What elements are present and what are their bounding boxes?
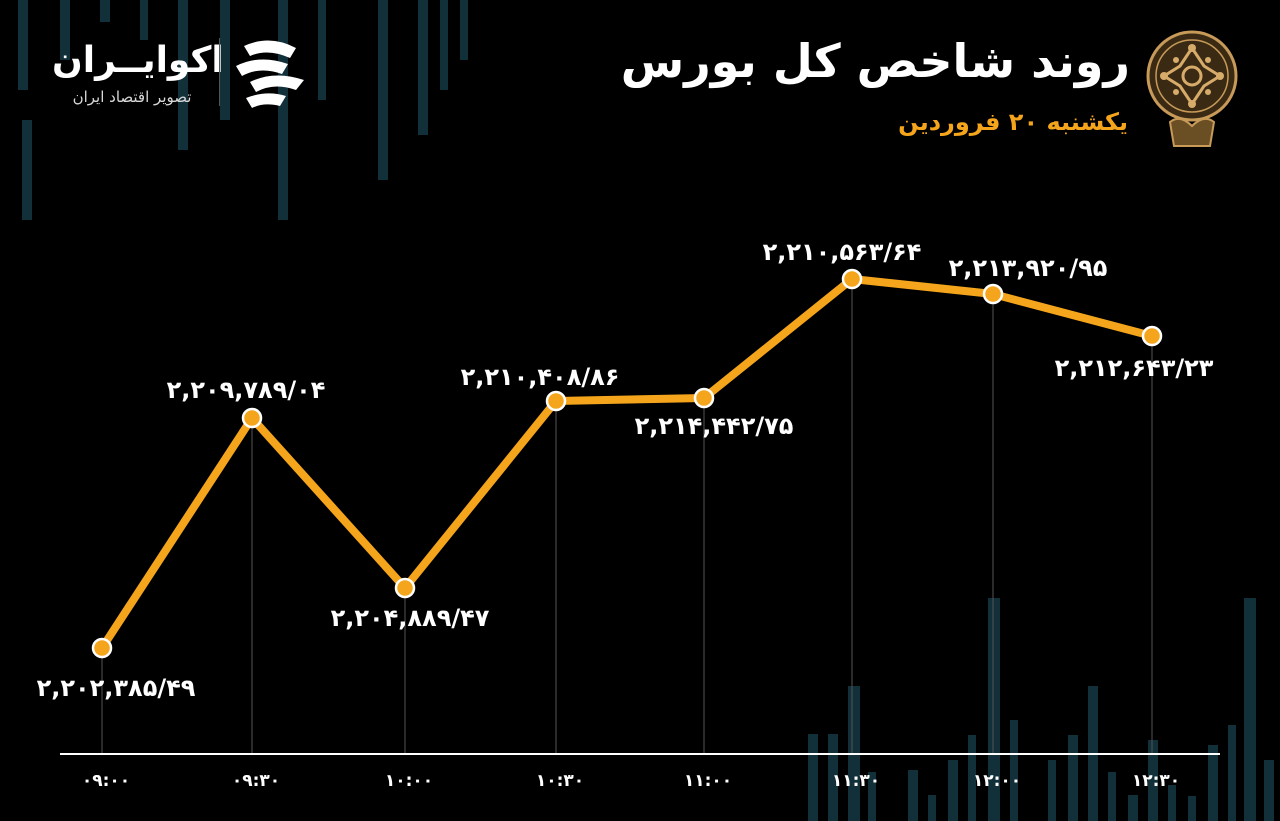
decor-bar bbox=[440, 0, 448, 90]
brand-tagline: تصویر اقتصاد ایران bbox=[72, 88, 192, 106]
data-label: ۲,۲۰۴,۸۸۹/۴۷ bbox=[331, 604, 490, 632]
x-tick-label: ۱۰:۰۰ bbox=[385, 771, 433, 791]
chart-subtitle: یکشنبه ۲۰ فروردین bbox=[898, 108, 1128, 136]
decor-bar bbox=[22, 120, 32, 220]
decor-bar bbox=[378, 0, 388, 180]
decor-bar bbox=[828, 734, 838, 821]
decor-bar bbox=[318, 0, 326, 100]
data-point bbox=[545, 390, 567, 412]
data-label: ۲,۲۰۹,۷۸۹/۰۴ bbox=[167, 376, 326, 404]
decor-bar bbox=[1244, 598, 1256, 821]
decor-bar bbox=[1264, 760, 1274, 821]
data-point bbox=[841, 268, 863, 290]
x-tick-label: ۱۱:۳۰ bbox=[832, 771, 880, 791]
decor-bar bbox=[968, 735, 976, 821]
decor-bar bbox=[18, 0, 28, 90]
data-points bbox=[91, 268, 1163, 659]
ekoiran-stripes-icon bbox=[236, 40, 304, 108]
decor-bar bbox=[988, 598, 1000, 821]
drop-lines bbox=[101, 279, 1153, 754]
decor-bar bbox=[908, 770, 918, 821]
x-tick-labels: ۰۹:۰۰ ۰۹:۳۰ ۱۰:۰۰ ۱۰:۳۰ ۱۱:۰۰ ۱۱:۳۰ ۱۲:۰۰ ۱۲:۳۰ bbox=[82, 771, 1180, 791]
decor-bar bbox=[1068, 735, 1078, 821]
decor-bar bbox=[280, 120, 288, 220]
chart-title: روند شاخص کل بورس bbox=[620, 34, 1130, 88]
series-line bbox=[98, 275, 1156, 652]
x-tick-label: ۱۱:۰۰ bbox=[684, 771, 732, 791]
data-point bbox=[91, 637, 113, 659]
decor-bar bbox=[1228, 725, 1236, 821]
data-label: ۲,۲۱۲,۶۴۳/۲۳ bbox=[1055, 354, 1214, 382]
data-label: ۲,۲۱۰,۴۰۸/۸۶ bbox=[461, 363, 620, 391]
decor-bar bbox=[948, 760, 958, 821]
decor-bar bbox=[220, 0, 230, 120]
decor-bar bbox=[140, 0, 148, 40]
tehran-stock-exchange-emblem-icon bbox=[1146, 30, 1238, 147]
x-tick-label: ۱۰:۳۰ bbox=[536, 771, 584, 791]
data-point bbox=[241, 407, 263, 429]
data-label: ۲,۲۱۳,۹۲۰/۹۵ bbox=[949, 254, 1108, 282]
data-value-labels: ۲,۲۰۲,۳۸۵/۴۹ ۲,۲۰۹,۷۸۹/۰۴ ۲,۲۰۴,۸۸۹/۴۷ ۲,۲۱… bbox=[37, 238, 1214, 702]
decor-bar bbox=[1188, 796, 1196, 821]
decor-bar bbox=[60, 0, 70, 60]
decor-bar bbox=[100, 0, 110, 22]
data-label: ۲,۲۰۲,۳۸۵/۴۹ bbox=[37, 674, 196, 702]
decor-bar bbox=[1048, 760, 1056, 821]
decor-bar bbox=[1108, 772, 1116, 821]
background-decor-bars bbox=[18, 0, 1274, 821]
data-label: ۲,۲۱۴,۴۴۲/۷۵ bbox=[635, 412, 794, 440]
decor-bar bbox=[278, 0, 288, 220]
decor-bar bbox=[928, 795, 936, 821]
x-tick-label: ۱۲:۳۰ bbox=[1132, 771, 1180, 791]
decor-bar bbox=[868, 772, 876, 821]
data-point bbox=[693, 387, 715, 409]
decor-bar bbox=[1168, 785, 1176, 821]
x-tick-label: ۰۹:۳۰ bbox=[232, 771, 280, 791]
brand-name: اکوایــران bbox=[52, 40, 224, 81]
data-label: ۲,۲۱۰,۵۶۳/۶۴ bbox=[763, 238, 922, 266]
decor-bar bbox=[1208, 745, 1218, 821]
decor-bar bbox=[1128, 795, 1138, 821]
data-point bbox=[982, 283, 1004, 305]
decor-bar bbox=[418, 0, 428, 135]
decor-bar bbox=[178, 0, 188, 150]
x-tick-label: ۰۹:۰۰ bbox=[82, 771, 130, 791]
brand-divider bbox=[219, 38, 220, 106]
decor-bar bbox=[808, 734, 818, 821]
data-point bbox=[394, 577, 416, 599]
decor-bar bbox=[1148, 740, 1158, 821]
decor-bar bbox=[1010, 720, 1018, 821]
x-tick-label: ۱۲:۰۰ bbox=[973, 771, 1021, 791]
data-point bbox=[1141, 325, 1163, 347]
decor-bar bbox=[460, 0, 468, 60]
